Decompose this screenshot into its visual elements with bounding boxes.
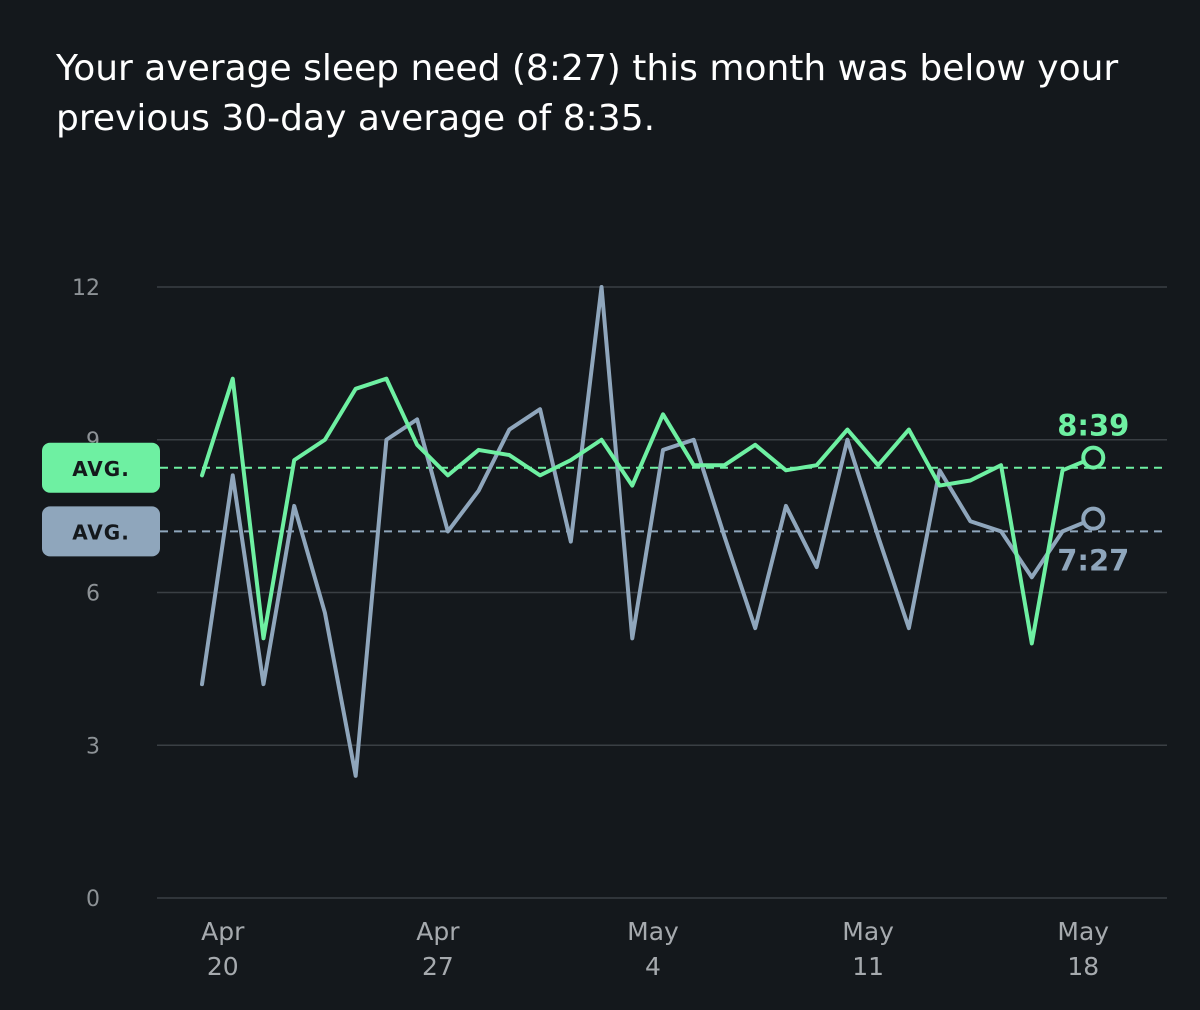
x-tick-day: 11 bbox=[852, 952, 884, 981]
sleep-end-label: 7:27 bbox=[1057, 544, 1129, 578]
need-avg-label: AVG. bbox=[72, 457, 130, 481]
x-tick-day: 20 bbox=[207, 952, 239, 981]
y-tick-label: 0 bbox=[86, 887, 100, 912]
sleep-end-marker bbox=[1081, 506, 1106, 531]
x-tick-month: May bbox=[1057, 917, 1109, 946]
x-tick-month: Apr bbox=[201, 917, 245, 946]
x-tick-month: May bbox=[627, 917, 679, 946]
y-tick-label: 6 bbox=[86, 582, 100, 607]
x-tick-day: 18 bbox=[1067, 952, 1099, 981]
y-tick-label: 3 bbox=[86, 734, 100, 759]
sleep-avg-label: AVG. bbox=[72, 520, 130, 544]
sleep-series-line bbox=[200, 285, 1096, 778]
x-tick-month: May bbox=[842, 917, 894, 946]
need-end-label: 8:39 bbox=[1057, 409, 1129, 443]
y-tick-label: 12 bbox=[72, 276, 100, 301]
x-tick-day: 4 bbox=[645, 952, 661, 981]
headline: Your average sleep need (8:27) this mont… bbox=[56, 48, 1119, 139]
x-tick-day: 27 bbox=[422, 952, 454, 981]
need-end-marker bbox=[1081, 445, 1106, 470]
need-series-line bbox=[200, 376, 1096, 646]
sleep-avg-pill bbox=[42, 506, 160, 557]
need-avg-pill bbox=[42, 442, 160, 493]
x-tick-month: Apr bbox=[416, 917, 460, 946]
